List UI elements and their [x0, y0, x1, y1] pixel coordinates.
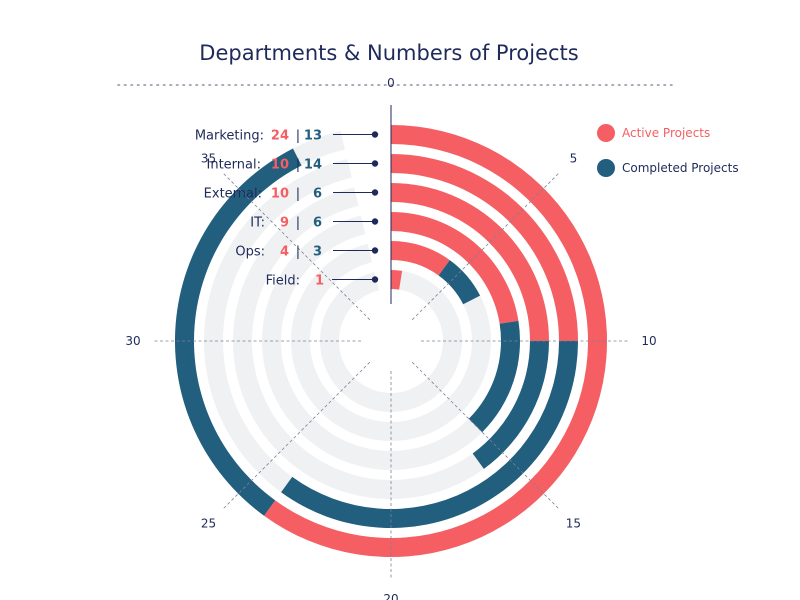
value-active-it: 9: [280, 216, 289, 231]
bar-internal-active: [391, 154, 578, 341]
legend-completed-label: Completed Projects: [622, 161, 739, 175]
category-label-internal: Internal:: [207, 158, 261, 173]
leader-dot-ops: [371, 247, 379, 254]
value-separator-internal: |: [296, 158, 300, 173]
category-labels: 13|24Marketing:14|10Internal:6|10Externa…: [195, 129, 379, 289]
value-active-ops: 4: [280, 245, 289, 260]
gridline-25: [222, 361, 371, 510]
gridline-35: [222, 172, 371, 321]
legend-active-label: Active Projects: [622, 126, 710, 140]
value-active-field: 1: [315, 274, 324, 289]
category-label-external: External:: [204, 187, 262, 202]
bar-field-active: [391, 270, 403, 290]
value-separator-external: |: [296, 187, 300, 202]
leader-dot-field: [371, 276, 379, 283]
bar-it-active: [391, 212, 519, 324]
leader-dot-internal: [371, 160, 379, 167]
value-active-external: 10: [271, 187, 289, 202]
legend-active-swatch: [597, 124, 615, 142]
value-completed-ops: 3: [313, 245, 322, 260]
chart-title: Departments & Numbers of Projects: [199, 41, 578, 65]
value-completed-it: 6: [313, 216, 322, 231]
bars-layer: [174, 125, 607, 557]
category-label-field: Field:: [266, 274, 300, 289]
bar-external-completed: [472, 341, 549, 469]
tick-label-35: 35: [201, 152, 216, 166]
value-separator-marketing: |: [296, 129, 300, 144]
category-label-marketing: Marketing:: [195, 129, 264, 144]
tick-labels: 0 5 10 15 20 25 30 35: [125, 76, 656, 600]
value-completed-external: 6: [313, 187, 322, 202]
tick-label-20: 20: [383, 592, 398, 600]
category-label-it: IT:: [250, 216, 265, 231]
bar-external-active: [391, 183, 549, 341]
leader-dot-it: [371, 218, 379, 225]
leader-dot-marketing: [371, 131, 379, 138]
value-active-internal: 10: [271, 158, 289, 173]
tick-label-25: 25: [201, 516, 216, 530]
value-active-marketing: 24: [271, 129, 289, 144]
tick-label-15: 15: [566, 516, 581, 530]
legend-completed-swatch: [597, 159, 615, 177]
bar-it-completed: [468, 320, 520, 433]
value-separator-ops: |: [296, 245, 300, 260]
value-separator-it: |: [296, 216, 300, 231]
bar-ops-completed: [438, 260, 481, 305]
leader-dot-external: [371, 189, 379, 196]
value-completed-internal: 14: [304, 158, 322, 173]
tick-label-5: 5: [570, 152, 578, 166]
tick-label-30: 30: [125, 334, 140, 348]
bar-marketing-completed: [174, 148, 302, 516]
legend: Active Projects Completed Projects: [597, 124, 739, 177]
value-completed-marketing: 13: [304, 129, 322, 144]
gridline-5: [411, 172, 560, 321]
category-label-ops: Ops:: [235, 245, 265, 260]
tick-label-10: 10: [641, 334, 656, 348]
tick-label-0: 0: [387, 76, 395, 90]
bar-ops-active: [391, 241, 450, 276]
bar-internal-completed: [281, 341, 578, 528]
gridline-15: [411, 361, 560, 510]
gridlines: [153, 105, 629, 579]
